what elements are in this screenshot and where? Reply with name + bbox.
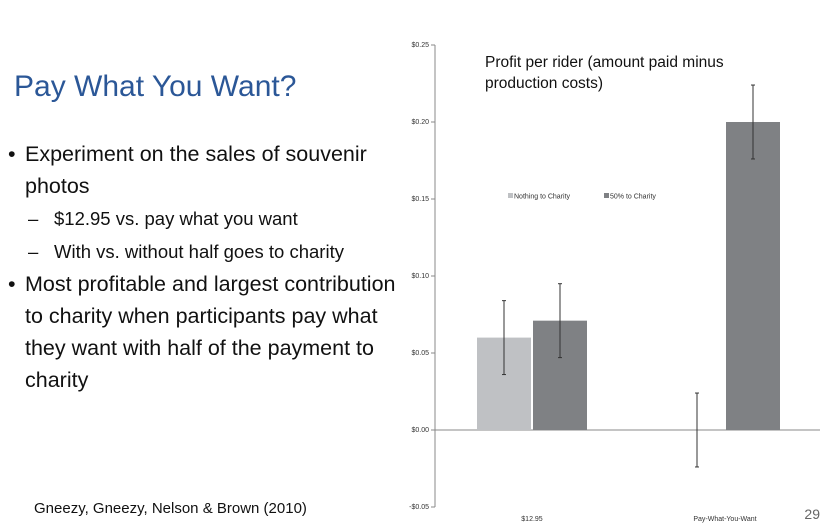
y-tick-label: $0.15 — [411, 196, 429, 203]
legend-swatch — [604, 193, 609, 198]
slide-title: Pay What You Want? — [14, 70, 297, 103]
bullet: Experiment on the sales of souvenir phot… — [8, 138, 397, 202]
x-tick-label: Pay-What-You-Want — [693, 516, 756, 523]
citation: Gneezy, Gneezy, Nelson & Brown (2010) — [34, 500, 307, 517]
legend-label: 50% to Charity — [610, 193, 656, 200]
y-tick-label: $0.00 — [411, 427, 429, 434]
y-tick-label: $0.20 — [411, 119, 429, 126]
bar — [726, 122, 780, 430]
y-tick-label: -$0.05 — [409, 504, 429, 511]
y-tick-label: $0.10 — [411, 273, 429, 280]
page-number: 29 — [804, 506, 820, 522]
bullet: Most profitable and largest contribution… — [8, 268, 397, 396]
sub-bullet: $12.95 vs. pay what you want — [8, 202, 400, 235]
y-tick-label: $0.05 — [411, 350, 429, 357]
sub-bullet: With vs. without half goes to charity — [8, 235, 400, 268]
bullet-list: Experiment on the sales of souvenir phot… — [8, 138, 400, 396]
y-tick-label: $0.25 — [411, 42, 429, 49]
legend-label: Nothing to Charity — [514, 193, 571, 200]
x-tick-label: $12.95 — [521, 516, 543, 523]
legend-swatch — [508, 193, 513, 198]
chart-title: Profit per rider (amount paid minus prod… — [485, 54, 724, 92]
